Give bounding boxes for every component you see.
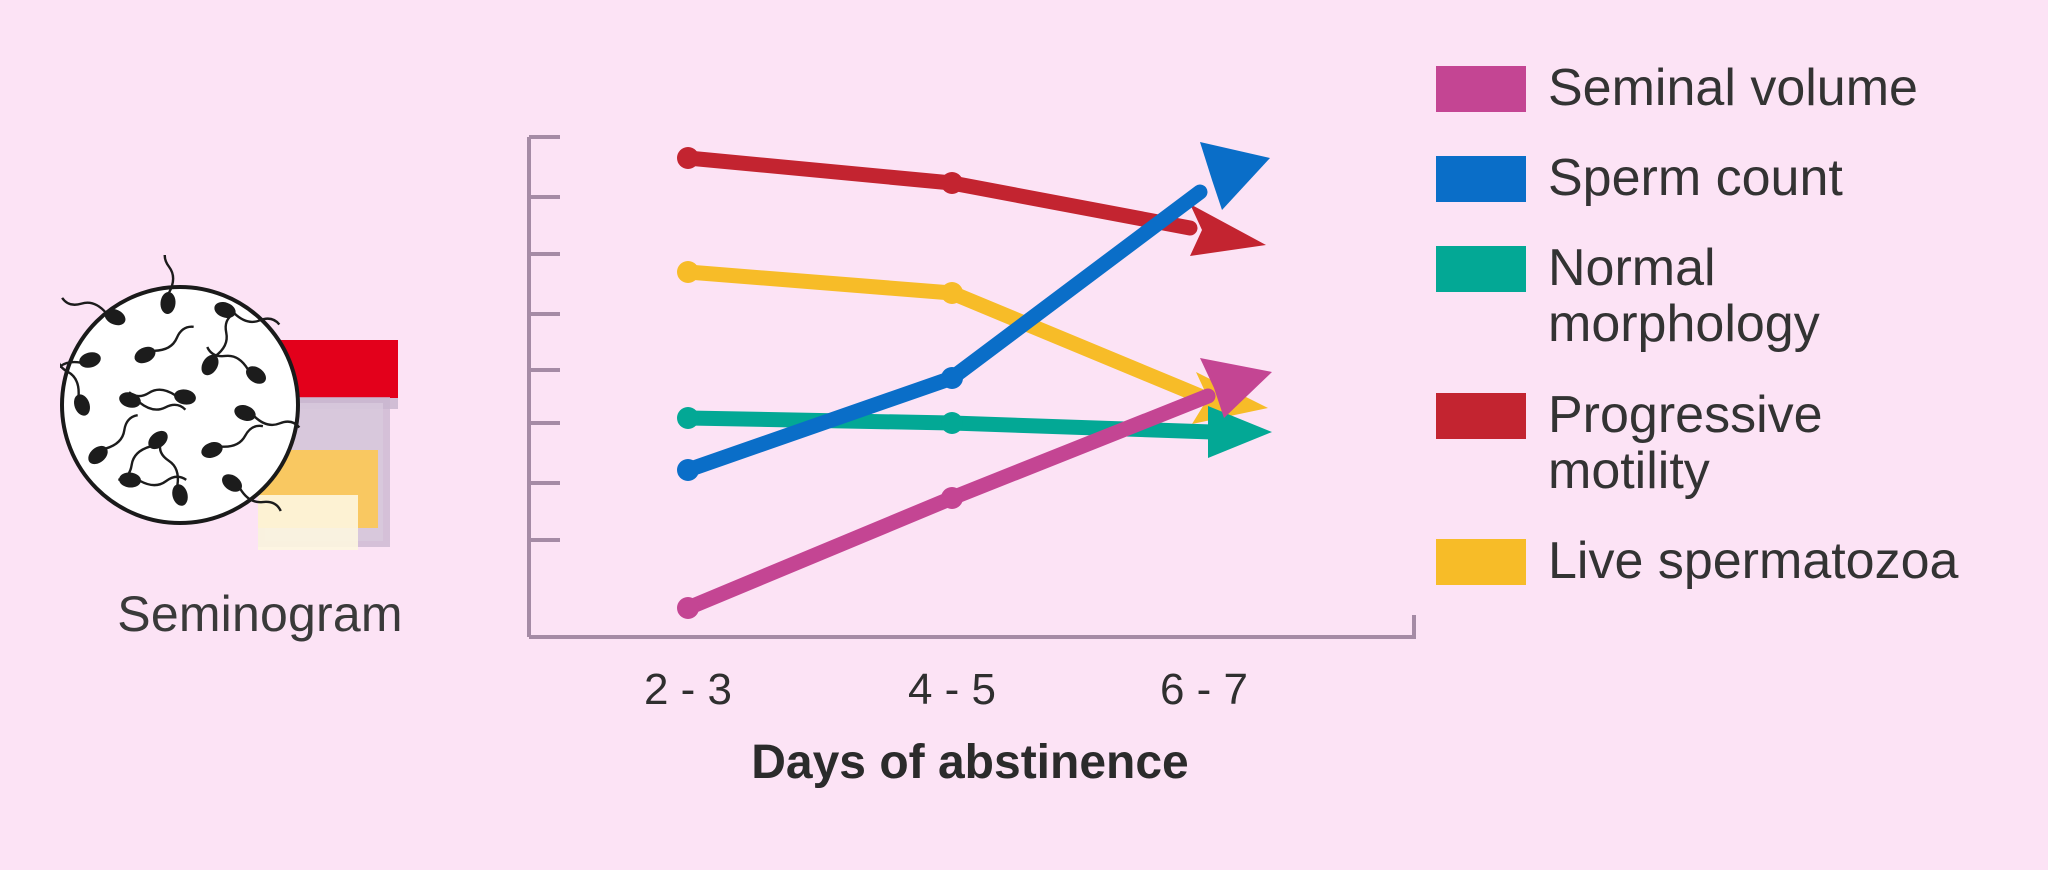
seminogram-caption: Seminogram (117, 586, 403, 642)
x-axis-title: Days of abstinence (751, 736, 1189, 789)
line-chart (500, 80, 1460, 700)
x-tick-label-0: 2 - 3 (643, 665, 733, 714)
chart-legend: Seminal volume Sperm count Normal morpho… (1436, 60, 2036, 623)
chart-svg (527, 135, 1416, 639)
y-axis-ticks (529, 135, 560, 542)
legend-item-normal-morphology: Normal morphology (1436, 239, 2036, 354)
sperm-cells-icon (60, 255, 301, 512)
legend-swatch-live-spermatozoa (1436, 538, 1526, 585)
legend-item-progressive-motility: Progressive motility (1436, 385, 2036, 500)
series-seminal-volume (677, 358, 1272, 619)
series-progressive-motility (677, 147, 1266, 256)
x-tick-label-1: 4 - 5 (907, 665, 997, 714)
legend-swatch-normal-morphology (1436, 246, 1526, 293)
legend-label-live-spermatozoa: Live spermatozoa (1548, 531, 1959, 590)
legend-swatch-seminal-volume (1436, 66, 1526, 112)
legend-item-live-spermatozoa: Live spermatozoa (1436, 533, 2036, 589)
specimen-cup-icon (258, 340, 398, 550)
legend-label-progressive-motility: Progressive motility (1548, 385, 1823, 500)
legend-label-sperm-count: Sperm count (1548, 149, 1843, 208)
legend-label-normal-morphology: Normal morphology (1548, 239, 1820, 354)
legend-swatch-sperm-count (1436, 156, 1526, 203)
seminogram-graphic (60, 255, 398, 550)
legend-item-sperm-count: Sperm count (1436, 150, 2036, 206)
x-tick-label-2: 6 - 7 (1159, 665, 1249, 714)
legend-swatch-progressive-motility (1436, 392, 1526, 439)
seminogram-illustration: Seminogram (60, 255, 460, 655)
chart-axes (527, 135, 1416, 639)
microscope-dish-icon (60, 255, 301, 525)
legend-item-seminal-volume: Seminal volume (1436, 60, 2036, 116)
legend-label-seminal-volume: Seminal volume (1548, 59, 1918, 117)
series-sperm-count (677, 142, 1270, 481)
